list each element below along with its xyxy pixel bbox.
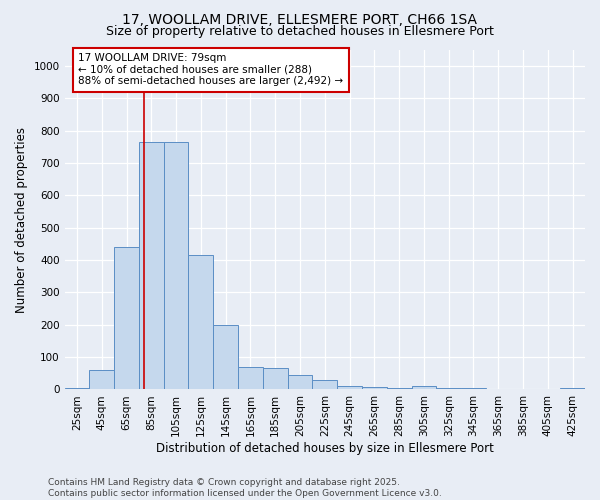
- Text: 17 WOOLLAM DRIVE: 79sqm
← 10% of detached houses are smaller (288)
88% of semi-d: 17 WOOLLAM DRIVE: 79sqm ← 10% of detache…: [78, 53, 343, 86]
- Bar: [263, 368, 287, 390]
- Bar: [412, 386, 436, 390]
- Bar: [65, 388, 89, 390]
- Bar: [89, 370, 114, 390]
- Bar: [313, 380, 337, 390]
- Bar: [535, 389, 560, 390]
- Bar: [139, 142, 164, 390]
- Bar: [164, 142, 188, 390]
- Bar: [287, 375, 313, 390]
- Bar: [213, 325, 238, 390]
- Text: Size of property relative to detached houses in Ellesmere Port: Size of property relative to detached ho…: [106, 25, 494, 38]
- Y-axis label: Number of detached properties: Number of detached properties: [15, 126, 28, 312]
- Bar: [238, 367, 263, 390]
- Bar: [461, 388, 486, 390]
- Bar: [560, 388, 585, 390]
- Bar: [387, 388, 412, 390]
- Bar: [337, 386, 362, 390]
- Bar: [436, 388, 461, 390]
- Bar: [188, 256, 213, 390]
- Bar: [114, 247, 139, 390]
- Text: Contains HM Land Registry data © Crown copyright and database right 2025.
Contai: Contains HM Land Registry data © Crown c…: [48, 478, 442, 498]
- X-axis label: Distribution of detached houses by size in Ellesmere Port: Distribution of detached houses by size …: [156, 442, 494, 455]
- Text: 17, WOOLLAM DRIVE, ELLESMERE PORT, CH66 1SA: 17, WOOLLAM DRIVE, ELLESMERE PORT, CH66 …: [122, 12, 478, 26]
- Bar: [486, 389, 511, 390]
- Bar: [362, 387, 387, 390]
